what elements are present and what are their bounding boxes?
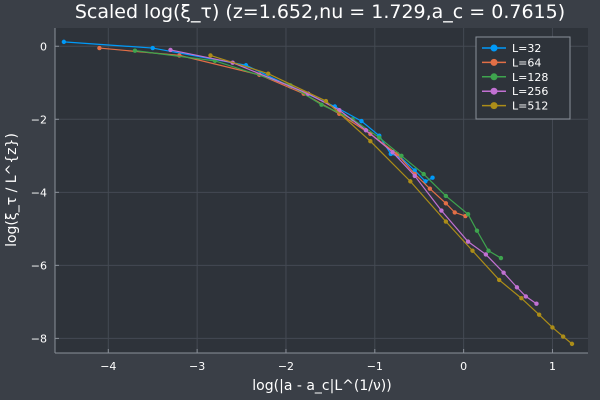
data-point: [501, 270, 506, 275]
data-point: [443, 219, 449, 224]
legend-swatch-marker: [490, 58, 498, 66]
data-point: [399, 153, 404, 159]
legend-label: L=128: [512, 71, 548, 84]
data-point: [150, 45, 155, 51]
data-point: [390, 149, 395, 155]
data-point: [514, 285, 520, 290]
data-point: [486, 248, 491, 253]
y-tick-label: −8: [31, 332, 47, 345]
legend-item: L=128: [482, 71, 548, 84]
data-point: [337, 107, 342, 113]
series-layer: [61, 39, 575, 347]
x-tick-label: −2: [278, 360, 294, 373]
data-point: [439, 208, 444, 213]
series-line: [170, 49, 537, 305]
legend-item: L=256: [482, 85, 548, 98]
x-tick-label: 1: [549, 360, 556, 373]
legend-label: L=64: [512, 56, 541, 69]
data-point: [412, 173, 417, 179]
data-point: [359, 118, 364, 124]
legend-swatch-marker: [490, 73, 498, 81]
x-axis-label: log(|a - a_c|L^(1/ν)): [252, 378, 391, 394]
legend-item: L=64: [482, 56, 541, 69]
legend-label: L=256: [512, 85, 548, 98]
x-tick-label: −4: [100, 360, 116, 373]
legend-swatch-marker: [490, 102, 498, 110]
data-point: [519, 296, 524, 301]
data-point: [465, 239, 471, 244]
data-point: [408, 179, 413, 184]
data-point: [168, 47, 173, 53]
x-tick-label: −3: [189, 360, 205, 373]
data-point: [496, 277, 502, 283]
data-point: [536, 312, 542, 317]
legend-swatch-marker: [490, 87, 498, 95]
data-point: [208, 53, 213, 58]
y-tick-label: −6: [31, 259, 47, 272]
data-point: [483, 252, 489, 257]
data-point: [452, 210, 457, 215]
data-point: [550, 325, 555, 330]
data-point: [363, 128, 369, 133]
data-point: [470, 248, 475, 253]
ticks: −4 −3 −2 −1 0 1 0 −2 −4 −6 −8: [31, 40, 556, 373]
data-point: [430, 175, 435, 180]
data-point: [523, 294, 529, 299]
data-point: [443, 201, 449, 206]
data-point: [427, 186, 433, 191]
data-point: [132, 48, 138, 53]
plot-frame: [54, 28, 588, 354]
data-point: [266, 71, 271, 76]
data-point: [377, 135, 382, 140]
data-point: [443, 193, 449, 199]
legend-label: L=512: [512, 100, 548, 113]
data-point: [323, 98, 329, 104]
data-point: [319, 102, 324, 107]
data-point: [569, 341, 575, 347]
y-tick-label: 0: [40, 40, 47, 53]
x-tick-label: −1: [367, 360, 383, 373]
y-tick-label: −4: [31, 186, 47, 199]
data-point: [560, 334, 566, 339]
x-tick-label: 0: [460, 360, 467, 373]
data-point: [97, 45, 102, 51]
data-point: [368, 139, 373, 144]
series-L=512: [208, 53, 575, 347]
legend-item: L=512: [482, 100, 548, 113]
data-point: [412, 168, 417, 173]
legend-label: L=32: [512, 42, 541, 55]
legend-item: L=32: [482, 42, 541, 55]
data-point: [474, 228, 480, 233]
legend-swatch-marker: [490, 44, 498, 52]
data-point: [61, 39, 67, 45]
data-point: [498, 255, 504, 261]
y-tick-label: −2: [31, 113, 47, 126]
y-axis-label: log(ξ_τ / L^{z}): [4, 133, 20, 247]
data-point: [465, 212, 471, 217]
data-point: [423, 179, 428, 184]
data-point: [534, 301, 539, 306]
data-point: [421, 171, 426, 177]
chart-title: Scaled log(ξ_τ) (z=1.652,nu = 1.729,a_c …: [75, 1, 565, 23]
series-L=256: [168, 47, 539, 306]
